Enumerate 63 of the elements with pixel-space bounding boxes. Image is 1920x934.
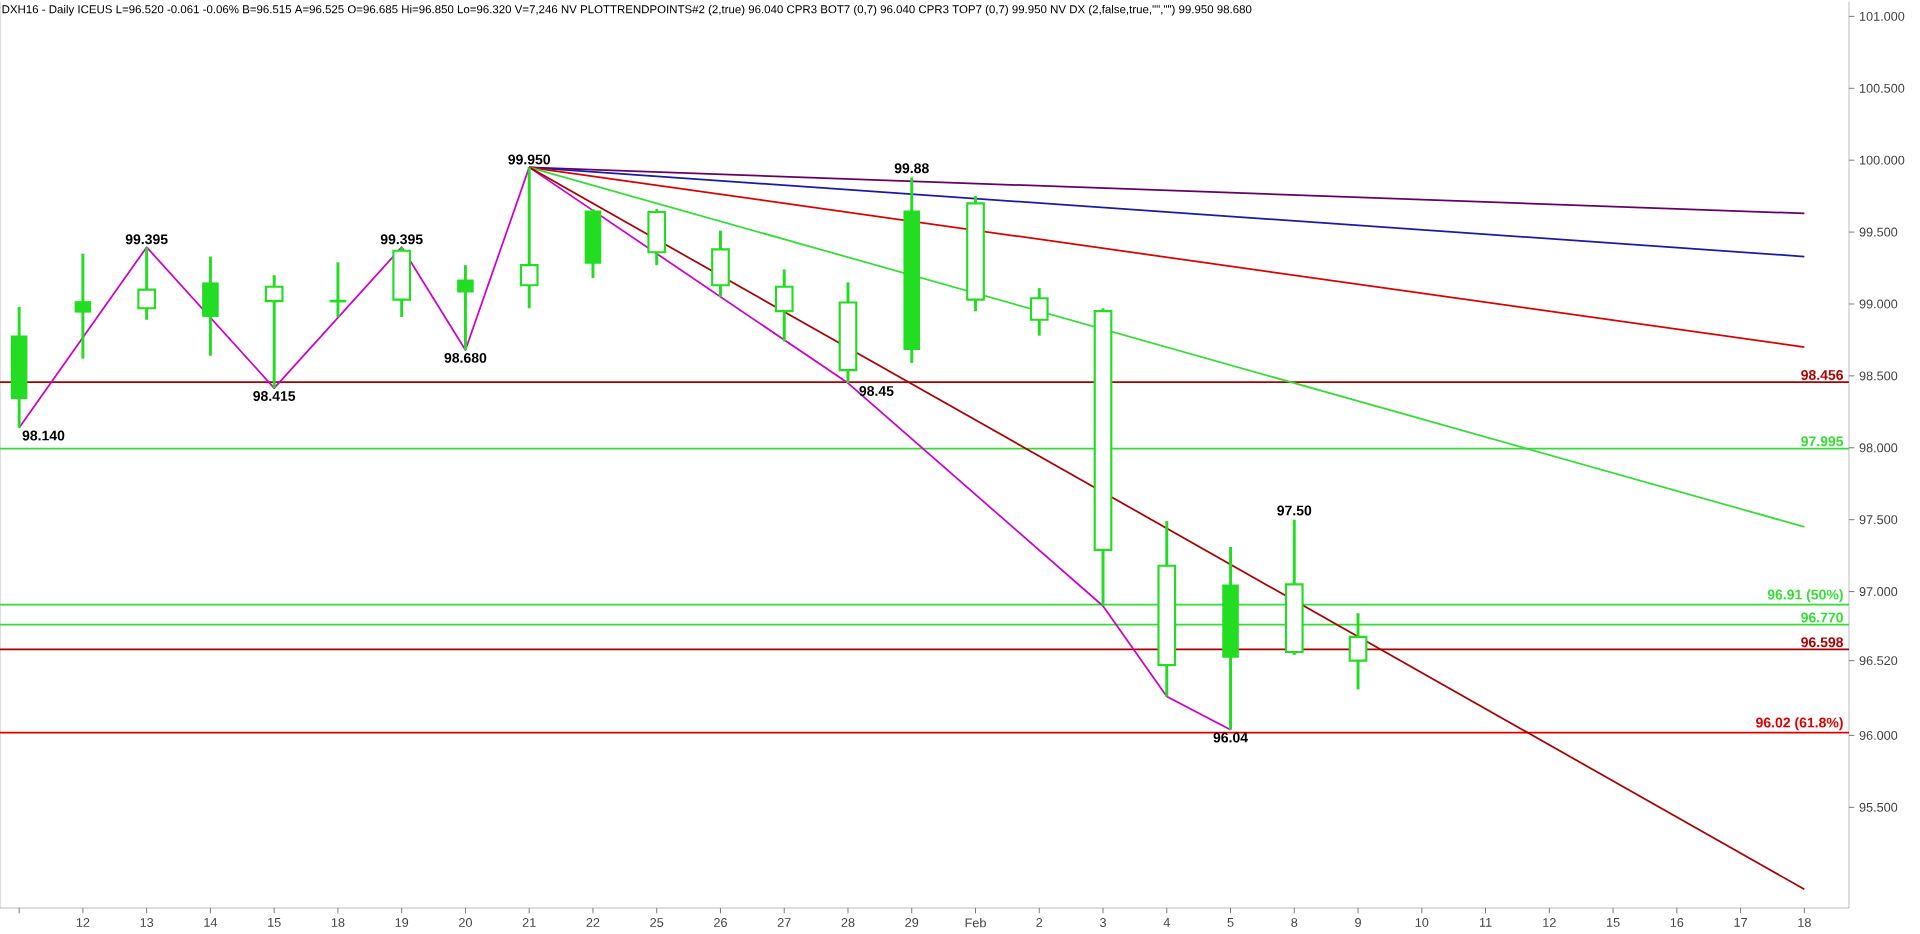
data-label: 99.395 <box>125 234 168 245</box>
data-label: 98.415 <box>253 391 296 401</box>
x-tick-label: 11 <box>1479 918 1492 927</box>
y-tick-label: 98.000 <box>1859 443 1898 453</box>
ref-line-label: 98.456 <box>1801 370 1843 380</box>
y-tick-label: 97.000 <box>1859 587 1898 597</box>
x-tick-label: 14 <box>204 918 218 927</box>
candlestick <box>264 273 284 390</box>
candlestick <box>1348 611 1368 691</box>
x-tick-label: 9 <box>1355 918 1361 927</box>
x-tick-label: 3 <box>1099 918 1106 927</box>
data-label: 98.140 <box>22 430 65 441</box>
x-tick-label: 18 <box>331 918 345 927</box>
ref-line-label: 96.770 <box>1801 612 1843 623</box>
x-tick-label: 20 <box>459 918 472 927</box>
x-tick-label: 18 <box>1798 918 1811 927</box>
annotation: 97.50 <box>1277 505 1312 516</box>
y-tick-label: 99.000 <box>1859 299 1898 309</box>
y-tick-label: 101.000 <box>1859 11 1905 21</box>
ref-line-label: 97.995 <box>1801 436 1844 447</box>
candlestick <box>74 252 92 361</box>
y-tick-label: 100.500 <box>1859 83 1905 93</box>
x-tick-label: 25 <box>650 918 664 927</box>
y-tick-label: 96.000 <box>1859 730 1898 740</box>
x-tick-label: 26 <box>714 918 727 927</box>
x-tick-label: 28 <box>841 918 855 927</box>
y-tick-label: 97.500 <box>1859 515 1898 525</box>
y-tick-label: 99.500 <box>1859 227 1898 237</box>
x-tick-label: Feb <box>965 918 986 928</box>
data-label: 99.950 <box>508 154 551 165</box>
ref-line-label: 96.02 (61.8%) <box>1756 717 1843 731</box>
x-tick-label: 21 <box>522 918 536 927</box>
candlestick <box>137 245 157 322</box>
x-tick-label: 16 <box>1670 918 1684 927</box>
ref-line-label: 96.598 <box>1801 637 1844 648</box>
x-tick-label: 5 <box>1227 918 1234 927</box>
x-tick-label: 4 <box>1163 918 1170 927</box>
data-label: 96.04 <box>1213 732 1248 743</box>
y-tick-label: 100.000 <box>1859 155 1905 165</box>
annotation: 99.88 <box>894 163 929 174</box>
x-tick-label: 17 <box>1734 918 1748 927</box>
x-tick-label: 27 <box>777 918 791 927</box>
x-tick-label: 15 <box>1606 918 1620 927</box>
y-tick-label: 96.520 <box>1859 656 1898 666</box>
x-tick-label: 12 <box>76 918 90 927</box>
x-tick-label: 10 <box>1415 918 1429 927</box>
candlestick <box>1029 286 1049 338</box>
x-tick-label: 13 <box>140 918 154 927</box>
x-tick-label: 8 <box>1291 918 1298 927</box>
data-label: 99.395 <box>380 234 423 245</box>
y-tick-label: 95.500 <box>1859 802 1898 812</box>
candlestick <box>519 165 539 310</box>
x-tick-label: 22 <box>586 918 600 927</box>
data-label: 98.45 <box>859 386 894 396</box>
x-tick-label: 19 <box>395 918 409 927</box>
x-tick-label: 12 <box>1543 918 1556 927</box>
x-tick-label: 29 <box>905 918 919 927</box>
y-tick-label: 98.500 <box>1859 371 1898 381</box>
data-label: 98.680 <box>444 352 487 363</box>
chart-title: DXH16 - Daily ICEUS L=96.520 -0.061 -0.06% B=96.515 A=96.525 O=96.685 Hi=96.850 Lo=96.320 V=7,246 NV PLOTTRENDPOINTS#2 (2,true) 96.040 CPR3 BOT7 (0,7) 96.040 CPR3 TOP7 (0,7) 99.950 NV DX (2,false,true,"","") 99.950 98.680 <box>2 4 1252 16</box>
ref-line-label: 96.91 (50%) <box>1767 589 1843 603</box>
x-tick-label: 15 <box>268 918 281 927</box>
x-tick-label: 2 <box>1036 918 1043 927</box>
